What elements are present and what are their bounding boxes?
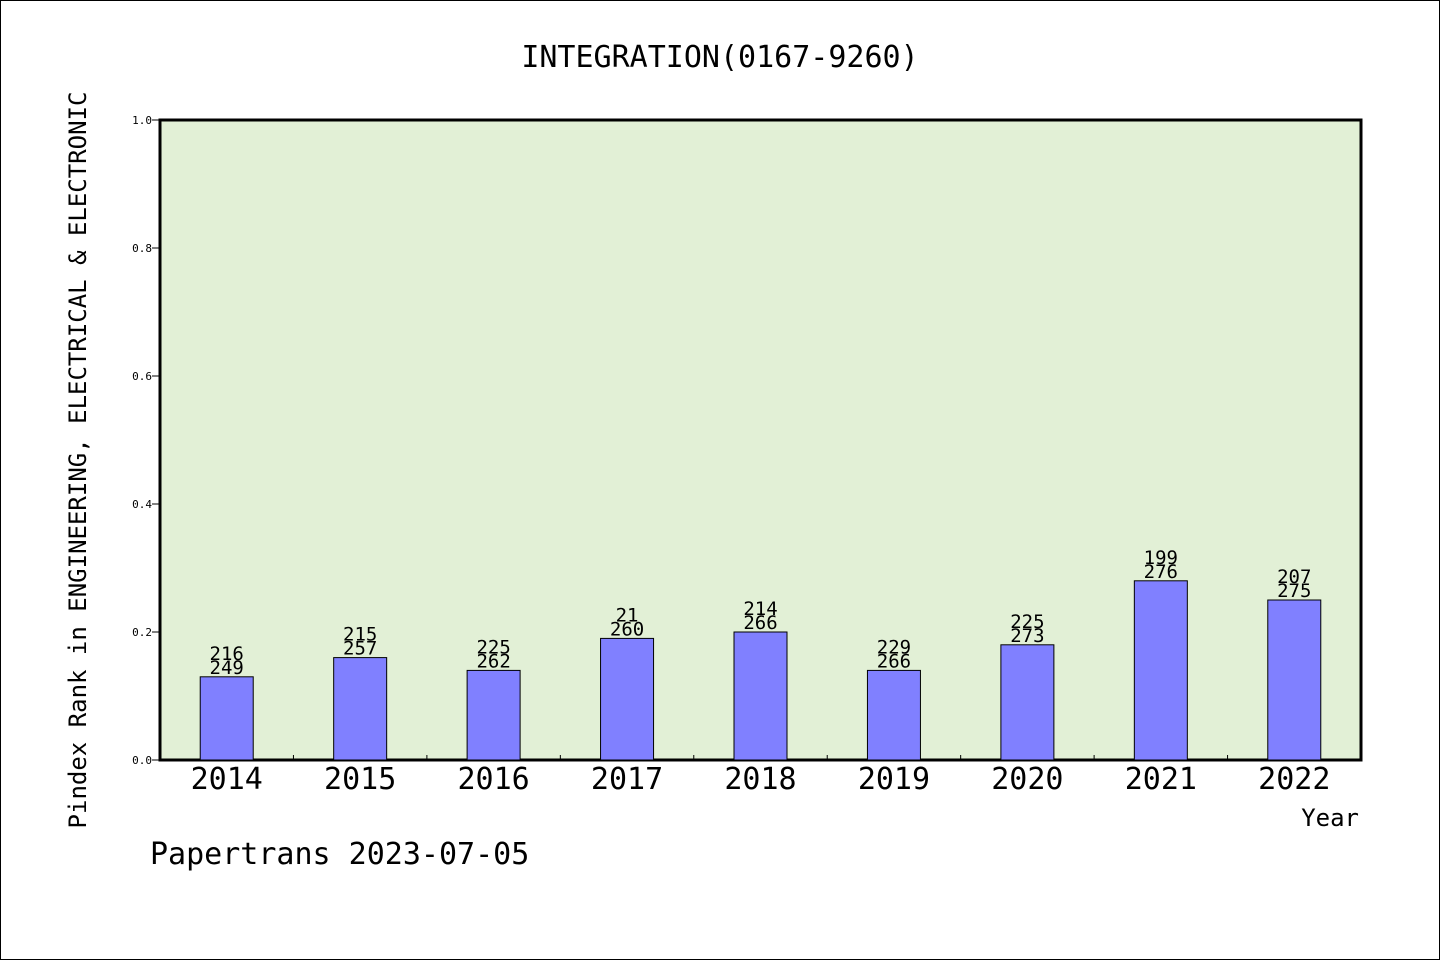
rank-label: 21 bbox=[616, 604, 639, 626]
x-tick-label: 2016 bbox=[457, 762, 529, 797]
bar-2015 bbox=[333, 657, 388, 761]
total-label: 260 bbox=[610, 618, 644, 640]
rank-label: 207 bbox=[1277, 566, 1311, 588]
x-tick-label: 2015 bbox=[324, 762, 396, 797]
total-label: 266 bbox=[877, 650, 911, 672]
rank-label: 225 bbox=[476, 636, 510, 658]
footer-credit: Papertrans 2023-07-05 bbox=[150, 837, 529, 872]
total-label: 249 bbox=[210, 657, 244, 679]
bar-2018 bbox=[733, 631, 788, 761]
y-tick-label: 0.0 bbox=[132, 754, 152, 767]
x-axis-label: Year bbox=[1301, 804, 1359, 832]
rank-label: 225 bbox=[1010, 611, 1044, 633]
y-tick-label: 0.6 bbox=[132, 370, 152, 383]
x-tick-label: 2017 bbox=[591, 762, 663, 797]
bar-2022 bbox=[1267, 599, 1322, 761]
total-label: 262 bbox=[476, 650, 510, 672]
total-label: 257 bbox=[343, 638, 377, 660]
bar-2021 bbox=[1133, 580, 1188, 761]
rank-label: 215 bbox=[343, 624, 377, 646]
y-tick-label: 0.4 bbox=[132, 498, 152, 511]
y-tick-label: 1.0 bbox=[132, 114, 152, 127]
bar-2020 bbox=[1000, 644, 1055, 761]
y-axis-label: Pindex Rank in ENGINEERING, ELECTRICAL &… bbox=[64, 92, 92, 829]
rank-label: 199 bbox=[1144, 547, 1178, 569]
chart-title: INTEGRATION(0167-9260) bbox=[521, 40, 918, 75]
x-tick-label: 2022 bbox=[1258, 762, 1330, 797]
bar-2019 bbox=[866, 669, 921, 761]
y-tick-label: 0.2 bbox=[132, 626, 152, 639]
bar-2017 bbox=[600, 637, 655, 761]
rank-label: 216 bbox=[210, 643, 244, 665]
total-label: 276 bbox=[1144, 561, 1178, 583]
x-tick-label: 2019 bbox=[858, 762, 930, 797]
bar-2014 bbox=[199, 676, 254, 761]
total-label: 275 bbox=[1277, 580, 1311, 602]
total-label: 273 bbox=[1010, 625, 1044, 647]
x-tick-label: 2020 bbox=[991, 762, 1063, 797]
x-tick-label: 2021 bbox=[1125, 762, 1197, 797]
x-tick-label: 2014 bbox=[191, 762, 263, 797]
bar-2016 bbox=[466, 669, 521, 761]
rank-label: 229 bbox=[877, 636, 911, 658]
total-label: 266 bbox=[743, 612, 777, 634]
y-tick-label: 0.8 bbox=[132, 242, 152, 255]
x-tick-label: 2018 bbox=[724, 762, 796, 797]
rank-label: 214 bbox=[743, 598, 777, 620]
